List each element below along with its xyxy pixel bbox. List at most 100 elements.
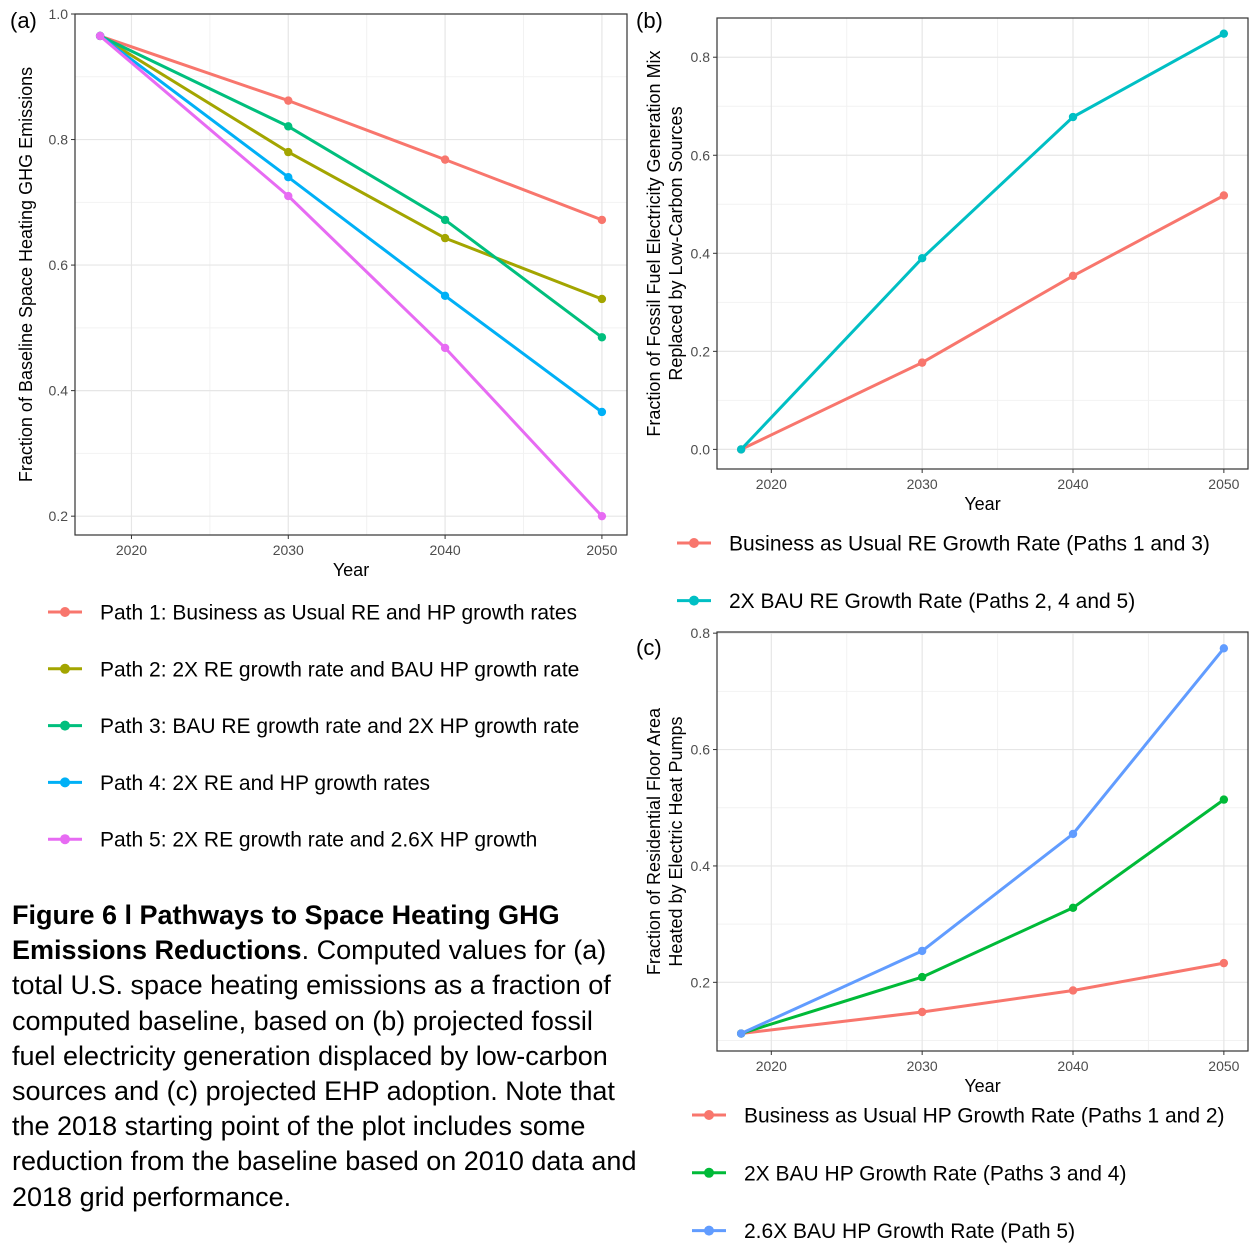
data-point: [1068, 986, 1078, 995]
panel-b: 2020 2030 2040 2050 0.0 0.2 0.4 0.6 0.8 Year Fract…: [636, 8, 1249, 514]
legend-key-point: [60, 607, 70, 617]
panel-border-c: [716, 631, 1249, 1052]
data-point: [597, 511, 607, 521]
legend-key-point: [60, 720, 70, 731]
x-tick-label: 2050: [586, 542, 617, 558]
y-axis-title-line: Fraction of Residential Floor Area: [644, 707, 664, 975]
y-tick-label: 0.8: [49, 132, 69, 148]
series-line-1: [99, 34, 603, 222]
data-point: [1219, 795, 1229, 804]
data-point: [284, 96, 293, 105]
y-tick-label: 0.2: [691, 974, 711, 990]
plot-area-a: [75, 14, 627, 535]
data-point: [284, 173, 293, 182]
legend-label: Path 1: Business as Usual RE and HP grow…: [100, 602, 577, 625]
data-point: [1068, 271, 1078, 281]
x-tick-label: 2040: [1057, 1058, 1088, 1074]
panel-label-b: (b): [636, 8, 663, 33]
data-point: [95, 31, 105, 41]
panel-border-a: [74, 13, 628, 536]
y-tick-label: 0.8: [691, 49, 711, 65]
data-point: [1068, 903, 1078, 913]
data-point: [597, 407, 607, 417]
legend-key-point: [704, 1167, 714, 1178]
y-tick-label: 0.6: [691, 742, 711, 758]
x-tick-label: 2050: [1208, 476, 1239, 492]
data-point: [1219, 29, 1229, 38]
y-tick-label: 0.2: [691, 343, 711, 359]
data-point: [1219, 191, 1229, 200]
y-tick-label: 0.6: [691, 147, 711, 163]
series-line-1: [740, 961, 1225, 1035]
legend-key-point: [60, 663, 70, 674]
legend-a: Path 1: Business as Usual RE and HP grow…: [48, 602, 579, 852]
series-line-1: [740, 194, 1225, 451]
data-point: [284, 147, 293, 157]
y-tick-label: 0.8: [691, 625, 711, 641]
x-tick-label: 2020: [116, 542, 147, 558]
y-axis-title: Fraction of Fossil Fuel Electricity Gene…: [644, 50, 686, 436]
x-tick-label: 2050: [1208, 1058, 1239, 1074]
x-tick-label: 2030: [273, 542, 304, 558]
x-tick-label: 2020: [756, 476, 787, 492]
legend-key-point: [689, 595, 699, 606]
data-point: [1219, 644, 1229, 653]
legend-label: 2.6X BAU HP Growth Rate (Path 5): [744, 1220, 1075, 1243]
legend-key-point: [60, 777, 70, 788]
caption-body: . Computed values for (a) total U.S. spa…: [12, 935, 637, 1212]
data-point: [440, 343, 450, 353]
data-point: [440, 291, 450, 301]
series-line-3: [99, 34, 603, 339]
legend-label: Business as Usual HP Growth Rate (Paths …: [744, 1105, 1225, 1128]
data-point: [736, 1029, 746, 1038]
data-point: [597, 215, 607, 225]
y-axis-title-line: Replaced by Low-Carbon Sources: [666, 106, 686, 380]
panel-label-c: (c): [636, 635, 662, 660]
y-axis-title-line: Fraction of Baseline Space Heating GHG E…: [16, 67, 36, 482]
y-axis-title-line: Fraction of Fossil Fuel Electricity Gene…: [644, 50, 664, 436]
legend-c: Business as Usual HP Growth Rate (Paths …: [692, 1105, 1225, 1243]
caption-title: Figure 6 l Pathways to Space Heating GHG…: [12, 900, 560, 966]
x-tick-label: 2020: [756, 1058, 787, 1074]
series-line-5: [99, 34, 603, 518]
data-point: [1219, 958, 1229, 968]
data-point: [284, 122, 293, 131]
legend-label: 2X BAU HP Growth Rate (Paths 3 and 4): [744, 1162, 1126, 1185]
plot-area-b: [717, 18, 1248, 469]
legend-label: Path 2: 2X RE growth rate and BAU HP gro…: [100, 658, 579, 681]
legend-label: Path 4: 2X RE and HP growth rates: [100, 772, 430, 795]
data-point: [597, 333, 607, 342]
x-tick-label: 2030: [907, 476, 938, 492]
legend-b: Business as Usual RE Growth Rate (Paths …: [677, 533, 1210, 613]
y-axis-title: Fraction of Residential Floor Area Heated…: [644, 707, 686, 975]
x-axis-title: Year: [964, 1076, 1000, 1096]
y-tick-label: 0.2: [49, 508, 69, 524]
plot-area-c: [717, 632, 1248, 1051]
data-point: [284, 191, 293, 201]
data-point: [917, 972, 927, 982]
legend-label: 2X BAU RE Growth Rate (Paths 2, 4 and 5): [729, 590, 1135, 613]
x-axis-title: Year: [333, 560, 369, 580]
legend-key-point: [704, 1110, 714, 1120]
series-line-4: [99, 34, 603, 414]
data-point: [917, 946, 927, 956]
y-tick-label: 1.0: [49, 6, 69, 22]
x-tick-label: 2040: [430, 542, 461, 558]
x-tick-label: 2030: [907, 1058, 938, 1074]
y-axis-title-line: Heated by Electric Heat Pumps: [666, 716, 686, 966]
data-point: [917, 1007, 927, 1017]
legend-label: Path 5: 2X RE growth rate and 2.6X HP gr…: [100, 829, 537, 852]
legend-key-point: [60, 834, 70, 845]
series-line-2: [740, 32, 1225, 451]
data-point: [597, 294, 607, 304]
y-tick-label: 0.4: [691, 858, 711, 874]
figure-caption: Figure 6 l Pathways to Space Heating GHG…: [12, 898, 642, 1215]
data-point: [440, 155, 450, 164]
y-axis-title: Fraction of Baseline Space Heating GHG E…: [16, 67, 36, 482]
data-point: [736, 445, 746, 454]
legend-key-point: [704, 1225, 714, 1236]
series-line-2: [740, 798, 1225, 1035]
series-line-3: [740, 647, 1226, 1035]
y-tick-label: 0.4: [49, 383, 69, 399]
panel-c: 2020 2030 2040 2050 0.2 0.4 0.6 0.8 Year Fraction…: [636, 625, 1249, 1096]
